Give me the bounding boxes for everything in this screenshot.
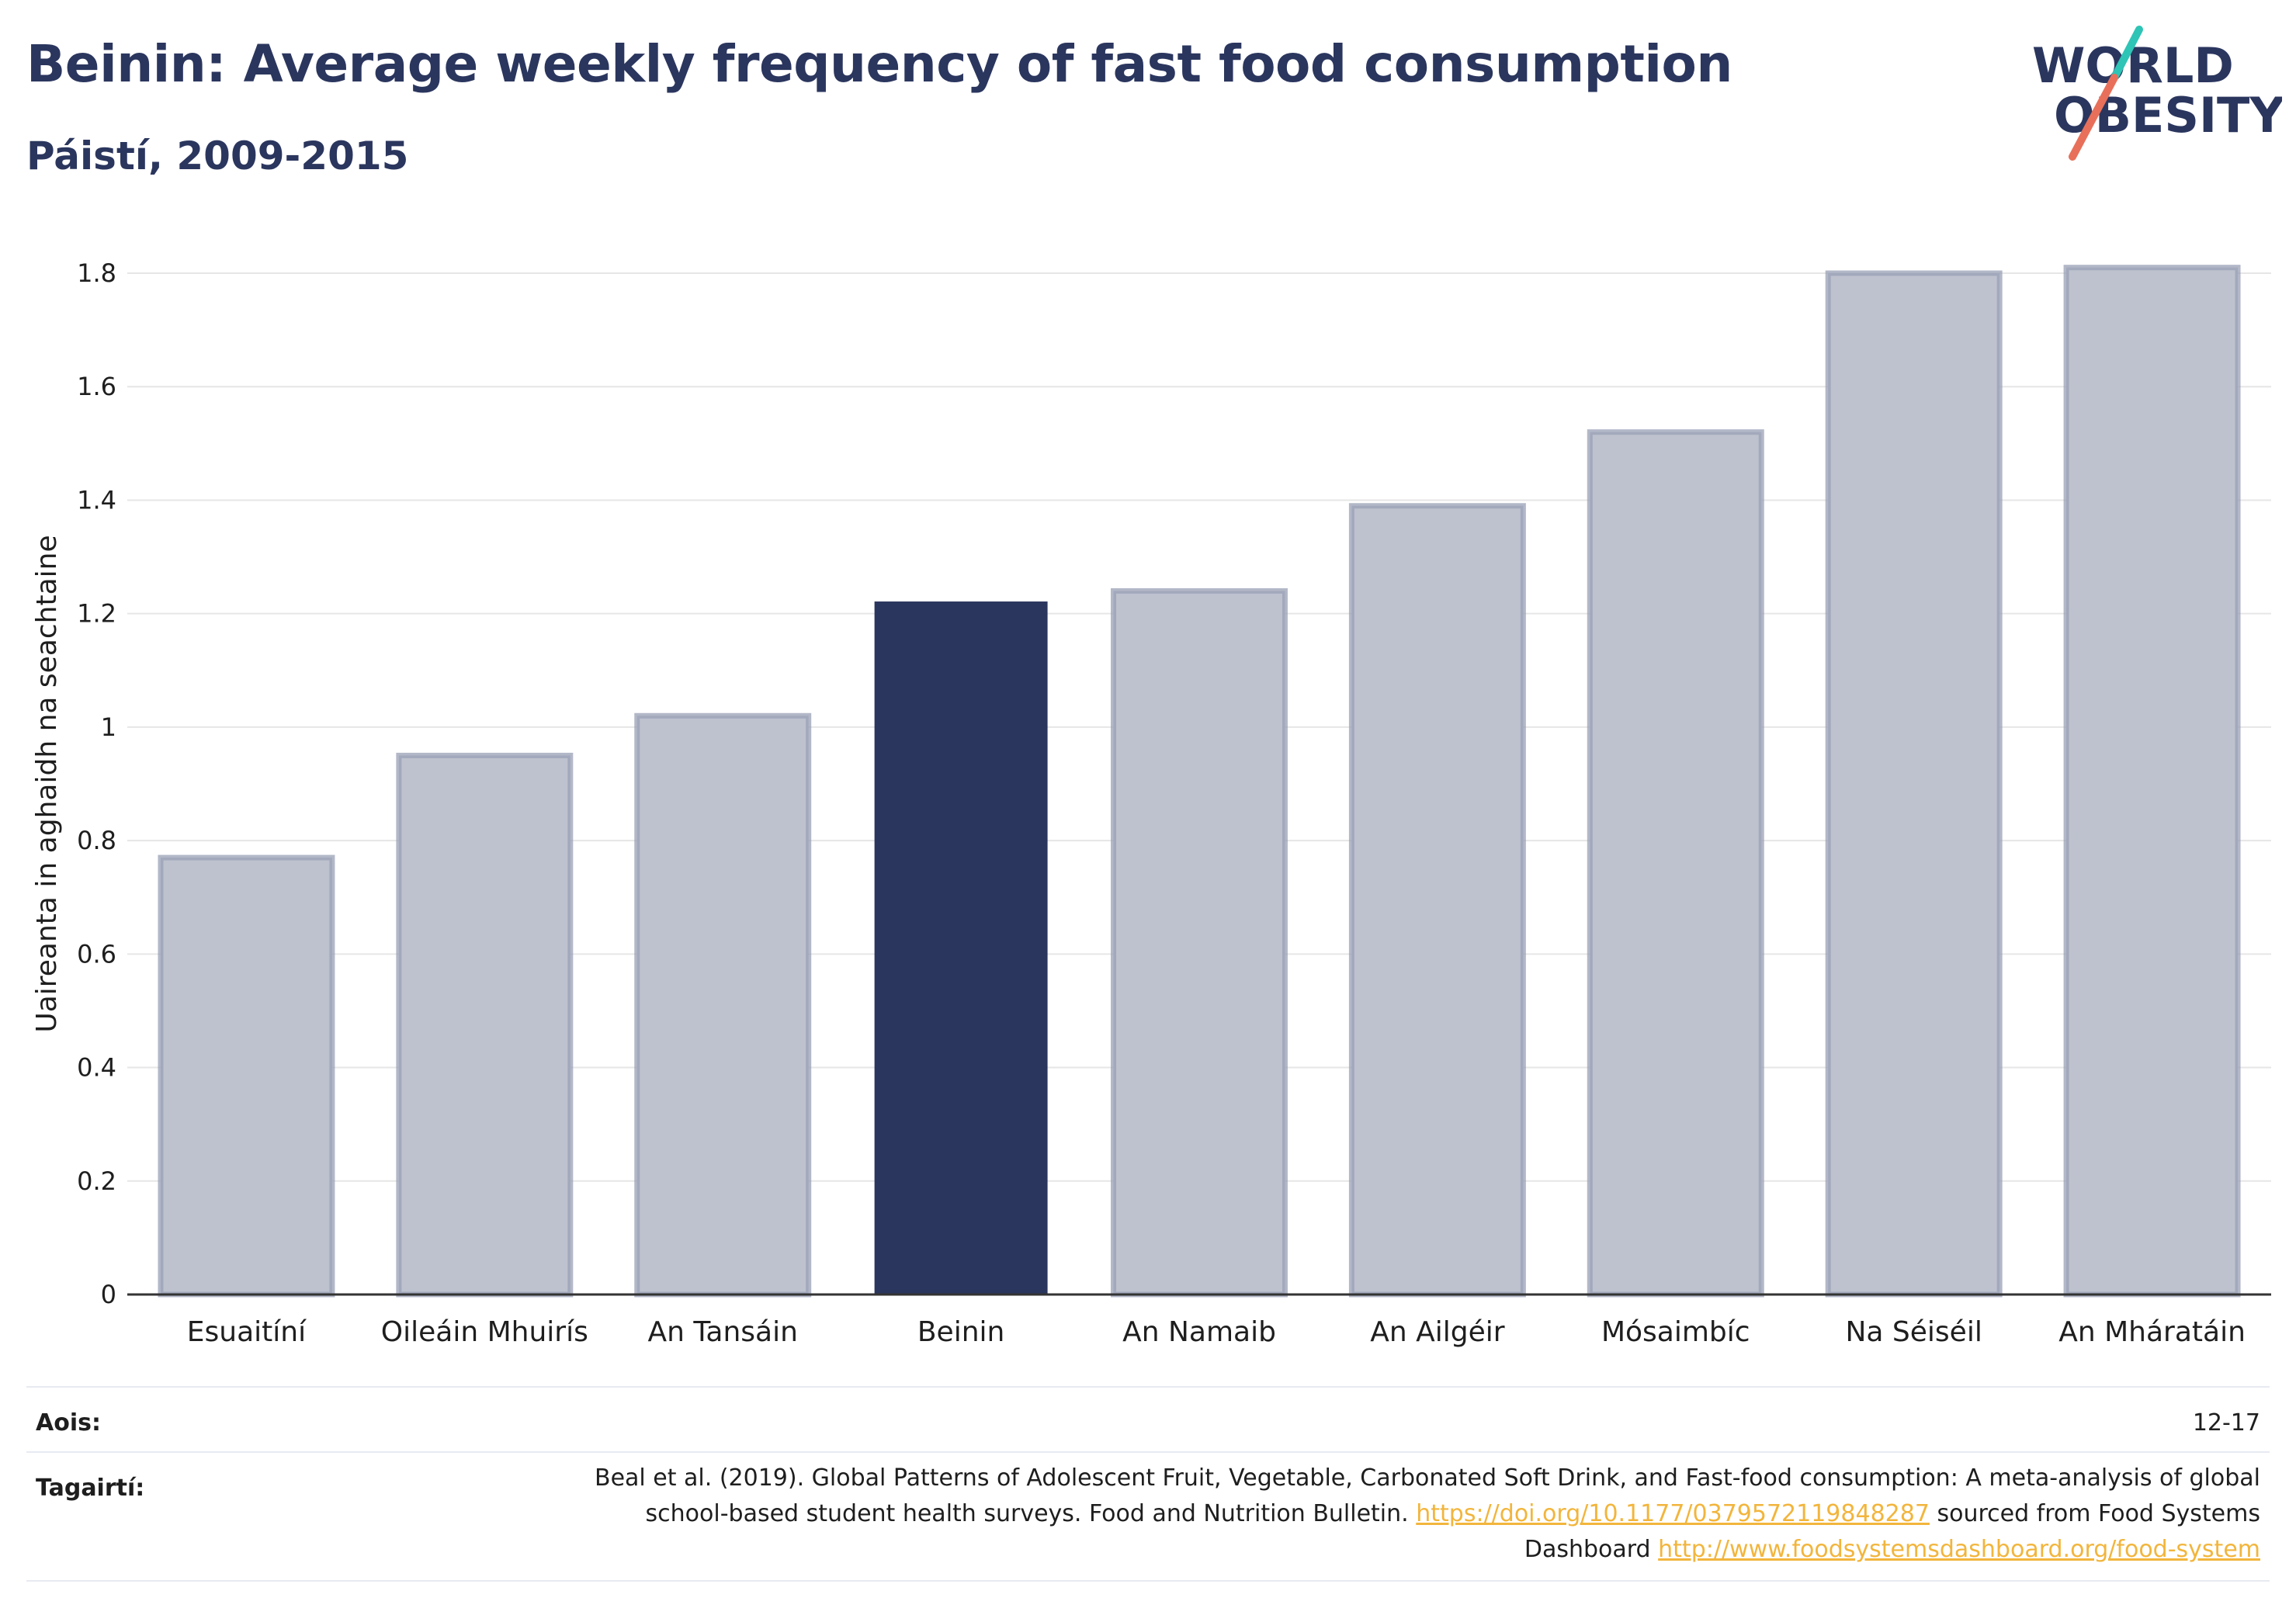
bar bbox=[396, 752, 574, 1298]
reference-citation: Beal et al. (2019). Global Patterns of A… bbox=[594, 1464, 2260, 1527]
y-tick-label: 0.4 bbox=[77, 1053, 116, 1083]
x-tick-label: An Mháratáin bbox=[2058, 1316, 2246, 1348]
y-tick-label: 1.2 bbox=[77, 599, 116, 629]
bar bbox=[2063, 265, 2241, 1298]
y-tick-label: 0.8 bbox=[77, 826, 116, 855]
x-tick-label: Beinin bbox=[917, 1316, 1004, 1348]
x-tick-label: Oileáin Mhuirís bbox=[381, 1316, 588, 1348]
y-tick-label: 0.6 bbox=[77, 939, 116, 969]
bar bbox=[158, 854, 335, 1298]
reference-doi-link[interactable]: https://doi.org/10.1177/0379572119848287 bbox=[1416, 1500, 1930, 1527]
reference-dashboard-link[interactable]: http://www.foodsystemsdashboard.org/food… bbox=[1658, 1536, 2260, 1563]
world-obesity-logo: WORLD OBESITY bbox=[2032, 26, 2282, 161]
bar bbox=[1825, 270, 2003, 1298]
references-text: Beal et al. (2019). Global Patterns of A… bbox=[553, 1461, 2260, 1568]
x-tick-label: An Namaib bbox=[1122, 1316, 1276, 1348]
chart-title: Beinin: Average weekly frequency of fast… bbox=[26, 34, 1732, 94]
chart-subtitle: Páistí, 2009-2015 bbox=[26, 133, 409, 178]
y-tick-label: 0 bbox=[101, 1280, 116, 1309]
reference-source: sourced from Food Systems Dashboard bbox=[1524, 1500, 2260, 1563]
x-tick-label: An Tansáin bbox=[648, 1316, 798, 1348]
logo-slash-coral bbox=[2069, 74, 2118, 161]
age-value: 12-17 bbox=[2192, 1409, 2260, 1437]
y-tick-label: 1.6 bbox=[77, 372, 116, 401]
x-tick-label: Esuaitíní bbox=[187, 1316, 307, 1348]
x-tick-label: Na Séiséil bbox=[1845, 1316, 1982, 1348]
y-tick-label: 0.2 bbox=[77, 1166, 116, 1196]
y-tick-label: 1 bbox=[101, 712, 116, 742]
y-tick-label: 1.4 bbox=[77, 485, 116, 515]
footer-divider-middle bbox=[26, 1451, 2270, 1453]
logo-slash-teal bbox=[2110, 26, 2143, 81]
x-tick-label: Mósaimbíc bbox=[1601, 1316, 1750, 1348]
y-axis-title: Uaireanta in aghaidh na seachtaine bbox=[31, 535, 63, 1032]
bar bbox=[1111, 587, 1288, 1298]
footer-divider-bottom bbox=[26, 1580, 2270, 1582]
bar bbox=[1348, 503, 1526, 1298]
footer-divider-top bbox=[26, 1386, 2270, 1388]
bar bbox=[874, 601, 1048, 1295]
bar bbox=[634, 712, 812, 1298]
x-tick-label: An Ailgéir bbox=[1370, 1316, 1505, 1348]
bar bbox=[1587, 429, 1764, 1298]
bar-chart: 0 0.2 0.4 0.6 0.8 1 1.2 1.4 1.6 1.8 Esuaitíní Oileá… bbox=[31, 258, 2271, 1348]
y-tick-label: 1.8 bbox=[77, 258, 116, 288]
age-label: Aois: bbox=[36, 1409, 101, 1437]
references-label: Tagairtí: bbox=[36, 1475, 145, 1502]
